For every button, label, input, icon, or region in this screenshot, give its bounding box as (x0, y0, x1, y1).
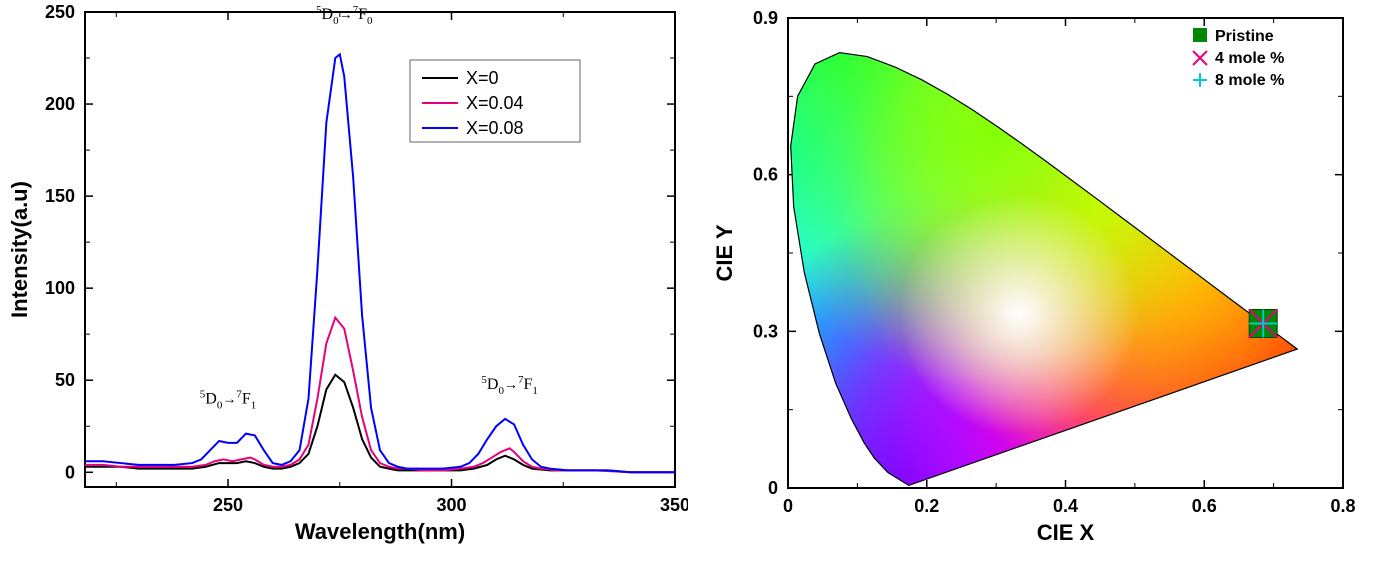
svg-text:0.6: 0.6 (1192, 496, 1217, 516)
svg-text:250: 250 (213, 495, 243, 515)
svg-text:0: 0 (65, 462, 75, 482)
svg-text:150: 150 (45, 186, 75, 206)
svg-text:300: 300 (436, 495, 466, 515)
svg-text:250: 250 (45, 2, 75, 22)
svg-text:Pristine: Pristine (1215, 28, 1274, 45)
svg-text:8 mole %: 8 mole % (1215, 72, 1284, 89)
svg-text:CIE Y: CIE Y (712, 224, 737, 281)
svg-text:0.9: 0.9 (753, 8, 778, 28)
svg-text:X=0.08: X=0.08 (466, 118, 524, 138)
svg-text:0.6: 0.6 (753, 165, 778, 185)
svg-text:Wavelength(nm): Wavelength(nm) (295, 519, 465, 544)
right-svg: 0 0.2 0.4 0.6 0.8 0 0.3 0.6 0.9 CIE X CIE Y Pristin… (688, 0, 1377, 565)
svg-text:Intensity(a.u): Intensity(a.u) (7, 181, 32, 318)
svg-text:5D0→7F1: 5D0→7F1 (481, 374, 537, 397)
svg-text:0.2: 0.2 (914, 496, 939, 516)
svg-text:0.4: 0.4 (1053, 496, 1078, 516)
left-svg: 0 50 100 150 200 250 250 300 350 Wavelength(nm) In… (0, 0, 688, 565)
svg-text:4 mole %: 4 mole % (1215, 50, 1284, 67)
svg-text:0.8: 0.8 (1330, 496, 1355, 516)
svg-text:0: 0 (783, 496, 793, 516)
svg-text:350: 350 (660, 495, 688, 515)
svg-text:50: 50 (55, 370, 75, 390)
svg-text:5D0→7F0: 5D0→7F0 (316, 4, 373, 27)
svg-text:5D0→7F1: 5D0→7F1 (200, 389, 256, 412)
svg-text:CIE X: CIE X (1037, 520, 1095, 545)
svg-text:0.3: 0.3 (753, 321, 778, 341)
svg-text:X=0: X=0 (466, 68, 499, 88)
cie-diagram-chart: 0 0.2 0.4 0.6 0.8 0 0.3 0.6 0.9 CIE X CIE Y Pristin… (688, 0, 1377, 565)
intensity-spectrum-chart: 0 50 100 150 200 250 250 300 350 Wavelength(nm) In… (0, 0, 688, 565)
svg-text:X=0.04: X=0.04 (466, 93, 524, 113)
svg-text:0: 0 (768, 478, 778, 498)
svg-text:200: 200 (45, 94, 75, 114)
svg-text:100: 100 (45, 278, 75, 298)
